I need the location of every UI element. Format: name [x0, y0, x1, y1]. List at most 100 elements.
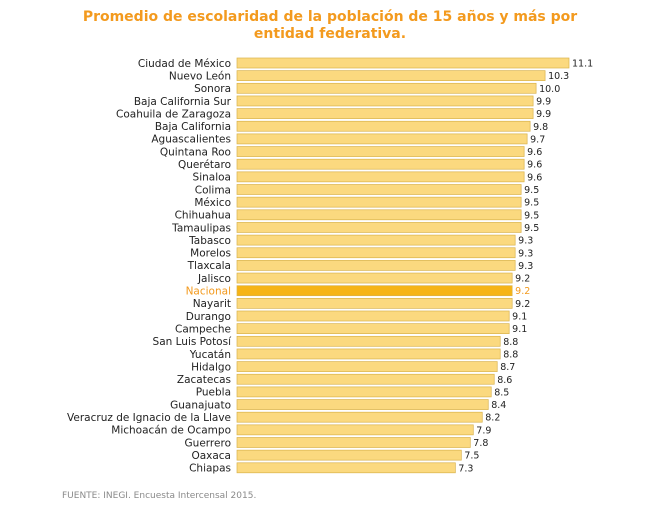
value-label: 8.5 — [494, 387, 509, 398]
category-label: Puebla — [196, 387, 231, 399]
bar — [236, 234, 516, 246]
category-label: San Luis Potosí — [153, 336, 233, 348]
value-label: 9.2 — [515, 274, 530, 285]
category-label: Jalisco — [197, 273, 231, 285]
category-label: Nacional — [186, 286, 231, 298]
bar — [236, 386, 492, 398]
bar — [236, 70, 546, 82]
value-label: 8.7 — [500, 362, 515, 373]
bar — [236, 310, 510, 322]
bar — [236, 133, 528, 145]
value-label: 9.3 — [518, 248, 533, 259]
value-label: 7.8 — [473, 438, 488, 449]
value-label: 9.5 — [524, 223, 539, 234]
value-label: 10.0 — [539, 84, 560, 95]
bar — [236, 335, 501, 347]
bar — [236, 424, 474, 436]
bar — [236, 196, 522, 208]
value-label: 9.6 — [527, 160, 542, 171]
category-label: Sonora — [194, 83, 231, 95]
value-label: 9.9 — [536, 96, 551, 107]
category-label: Colima — [195, 184, 231, 196]
bar — [236, 108, 534, 119]
source-note: FUENTE: INEGI. Encuesta Intercensal 2015… — [62, 491, 257, 501]
value-label: 8.8 — [503, 349, 518, 360]
category-label: Coahuila de Zaragoza — [116, 108, 231, 120]
category-label: Tamaulipas — [171, 222, 231, 234]
value-label: 9.3 — [518, 261, 533, 272]
value-label: 9.7 — [530, 134, 545, 145]
bar — [236, 348, 501, 360]
bar — [236, 82, 537, 94]
value-label: 8.8 — [503, 337, 518, 348]
bar — [236, 222, 522, 233]
bar — [236, 247, 516, 259]
value-label: 7.5 — [464, 451, 479, 462]
category-label: Aguascalientes — [151, 134, 231, 146]
category-label: Chihuahua — [175, 210, 231, 222]
category-label: Ciudad de México — [138, 58, 231, 70]
bar — [236, 146, 525, 157]
category-label: Hidalgo — [191, 361, 231, 373]
bar — [236, 209, 522, 221]
value-label: 8.2 — [485, 413, 500, 424]
bar — [236, 171, 525, 183]
value-label: 9.8 — [533, 122, 548, 133]
category-label: Quintana Roo — [160, 146, 231, 158]
bar — [236, 158, 525, 170]
value-label: 9.2 — [515, 286, 530, 297]
bar — [236, 260, 516, 271]
category-label: Querétaro — [178, 159, 231, 171]
bar — [236, 361, 498, 372]
bar — [236, 184, 522, 195]
value-label: 7.9 — [476, 425, 491, 436]
value-label: 9.5 — [524, 185, 539, 196]
category-label: Durango — [186, 311, 231, 323]
category-label: Guerrero — [185, 437, 231, 449]
category-label: Oaxaca — [191, 450, 231, 462]
bar — [236, 411, 483, 423]
chart-title: Promedio de escolaridad de la población … — [82, 9, 578, 42]
bar — [236, 449, 462, 461]
bar — [236, 437, 471, 448]
bar — [236, 323, 510, 334]
category-label: Michoacán de Ocampo — [111, 425, 231, 437]
value-label: 9.1 — [512, 312, 527, 323]
bar — [236, 462, 456, 474]
value-label: 9.6 — [527, 147, 542, 158]
value-label: 7.3 — [458, 463, 473, 474]
category-label: Tlaxcala — [187, 260, 231, 272]
bar — [236, 57, 570, 69]
value-label: 8.4 — [491, 400, 506, 411]
bar-highlight — [236, 285, 513, 297]
value-label: 9.2 — [515, 299, 530, 310]
bar — [236, 120, 531, 132]
category-label: Guanajuato — [170, 399, 231, 411]
value-label: 8.6 — [497, 375, 512, 386]
category-label: México — [194, 197, 231, 209]
category-label: Baja California Sur — [134, 96, 232, 108]
category-label: Nuevo León — [169, 70, 231, 82]
category-label: Sinaloa — [193, 172, 231, 184]
value-label: 11.1 — [572, 59, 593, 70]
value-label: 9.5 — [524, 198, 539, 209]
category-label: Zacatecas — [177, 374, 231, 386]
bar — [236, 399, 489, 410]
category-label: Veracruz de Ignacio de la Llave — [67, 412, 231, 424]
category-label: Morelos — [190, 248, 231, 260]
category-label: Yucatán — [189, 349, 231, 361]
category-label: Campeche — [175, 323, 231, 335]
value-label: 10.3 — [548, 71, 569, 82]
category-label: Tabasco — [188, 235, 231, 247]
value-label: 9.1 — [512, 324, 527, 335]
value-label: 9.6 — [527, 172, 542, 183]
bar — [236, 298, 513, 309]
value-label: 9.9 — [536, 109, 551, 120]
bar — [236, 373, 495, 385]
bar — [236, 272, 513, 284]
category-label: Chiapas — [189, 463, 231, 475]
category-label: Nayarit — [193, 298, 231, 310]
category-label: Baja California — [155, 121, 231, 133]
